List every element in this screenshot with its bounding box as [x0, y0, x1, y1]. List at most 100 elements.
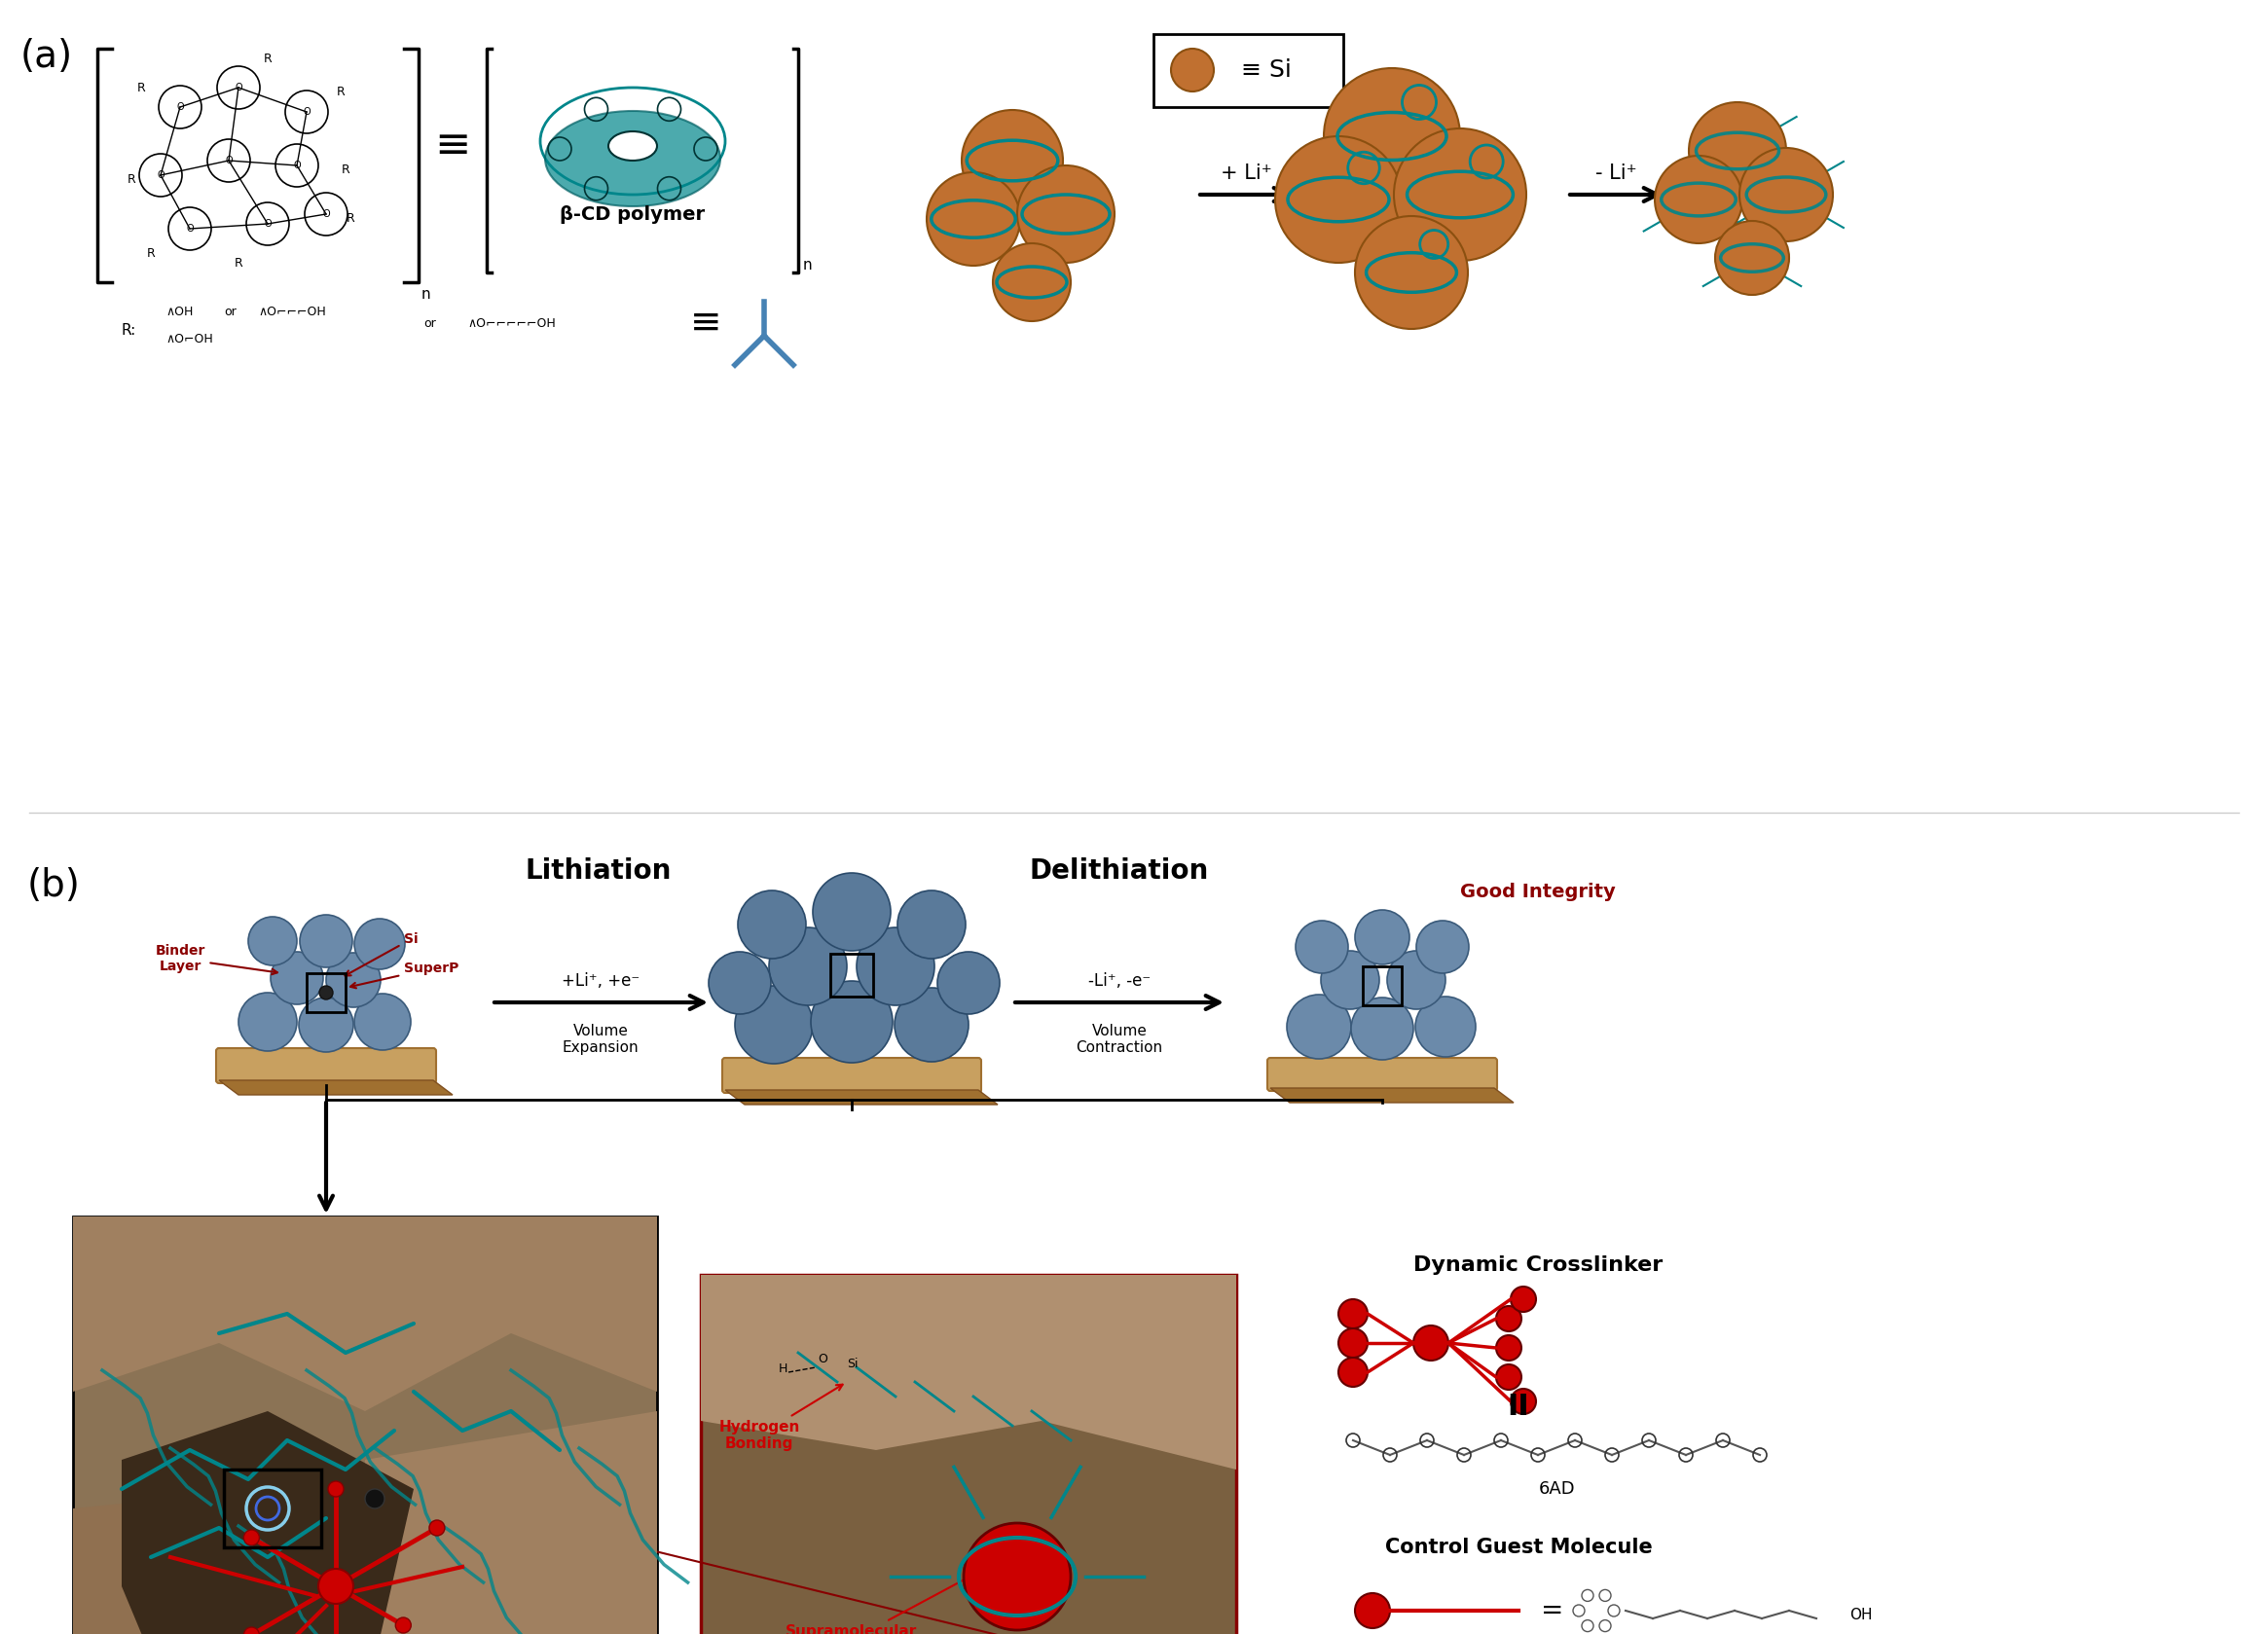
Polygon shape: [73, 1489, 268, 1634]
Text: ∧OH: ∧OH: [166, 306, 193, 317]
Circle shape: [1338, 1328, 1368, 1358]
Circle shape: [1325, 69, 1461, 204]
Circle shape: [1510, 1389, 1535, 1413]
Text: -Li⁺, -e⁻: -Li⁺, -e⁻: [1089, 972, 1150, 990]
Bar: [830, 954, 873, 997]
Circle shape: [395, 1618, 411, 1632]
Text: H: H: [778, 1363, 787, 1376]
Circle shape: [928, 172, 1021, 266]
Text: or: or: [225, 306, 236, 317]
Circle shape: [270, 951, 322, 1005]
Circle shape: [993, 243, 1070, 322]
Text: 6AD: 6AD: [1540, 1480, 1576, 1498]
Circle shape: [1690, 103, 1787, 199]
Circle shape: [962, 109, 1064, 211]
Circle shape: [1354, 910, 1408, 964]
Polygon shape: [365, 1412, 658, 1634]
Text: ∧O⌐OH: ∧O⌐OH: [166, 332, 213, 345]
Text: R: R: [147, 247, 154, 260]
Circle shape: [1170, 49, 1213, 92]
Circle shape: [857, 928, 934, 1005]
Circle shape: [247, 917, 297, 966]
Circle shape: [1352, 997, 1413, 1060]
Text: β-CD polymer: β-CD polymer: [560, 204, 705, 224]
Circle shape: [354, 918, 406, 969]
Text: OH: OH: [1848, 1608, 1873, 1623]
Circle shape: [1016, 165, 1114, 263]
Text: n: n: [803, 258, 812, 273]
Circle shape: [299, 915, 352, 967]
Circle shape: [1354, 216, 1467, 328]
Circle shape: [1295, 920, 1347, 974]
Circle shape: [898, 891, 966, 959]
Circle shape: [1415, 920, 1470, 974]
Bar: [701, 1275, 1236, 1634]
Text: Supramolecular
Crosslinking: Supramolecular Crosslinking: [787, 1569, 984, 1634]
Circle shape: [937, 951, 1000, 1015]
Text: R: R: [127, 173, 136, 186]
Text: O: O: [819, 1353, 828, 1366]
Text: or: or: [424, 317, 435, 330]
Text: Hydrogen
Bonding: Hydrogen Bonding: [719, 1384, 844, 1451]
Circle shape: [318, 1569, 354, 1605]
Circle shape: [769, 928, 846, 1005]
Circle shape: [1413, 1325, 1449, 1361]
Text: II: II: [1508, 1392, 1529, 1420]
FancyBboxPatch shape: [721, 1057, 982, 1093]
Text: ≡ Si: ≡ Si: [1241, 59, 1290, 82]
Circle shape: [1656, 155, 1742, 243]
Circle shape: [1497, 1364, 1522, 1391]
Text: R: R: [136, 82, 145, 93]
Bar: [306, 974, 345, 1011]
Circle shape: [894, 989, 968, 1062]
FancyBboxPatch shape: [215, 1047, 435, 1083]
Circle shape: [354, 993, 411, 1051]
Text: Binder
Layer: Binder Layer: [154, 944, 277, 974]
Text: O: O: [177, 103, 184, 111]
Text: O: O: [236, 83, 243, 93]
Circle shape: [1275, 136, 1402, 263]
Circle shape: [812, 873, 891, 951]
Text: R:: R:: [122, 324, 136, 338]
Text: (a): (a): [20, 38, 73, 75]
Circle shape: [1388, 951, 1445, 1010]
Circle shape: [243, 1529, 259, 1546]
Circle shape: [735, 985, 812, 1064]
Circle shape: [327, 953, 381, 1007]
Text: ∧O⌐⌐⌐OH: ∧O⌐⌐⌐OH: [259, 306, 327, 317]
Ellipse shape: [608, 131, 658, 160]
Circle shape: [1395, 129, 1526, 261]
Circle shape: [737, 891, 805, 959]
Text: ∧O⌐⌐⌐⌐⌐OH: ∧O⌐⌐⌐⌐⌐OH: [467, 317, 556, 330]
Circle shape: [1497, 1335, 1522, 1361]
Text: ≡: ≡: [435, 126, 472, 167]
Polygon shape: [73, 1216, 658, 1412]
Polygon shape: [220, 1080, 454, 1095]
FancyBboxPatch shape: [1268, 1057, 1497, 1092]
Circle shape: [1740, 149, 1833, 242]
Polygon shape: [122, 1412, 413, 1634]
Circle shape: [365, 1489, 386, 1508]
Polygon shape: [1270, 1088, 1513, 1103]
Circle shape: [329, 1480, 345, 1497]
Text: n: n: [422, 288, 431, 302]
Text: O: O: [186, 224, 193, 234]
Text: SuperP: SuperP: [349, 961, 458, 989]
Circle shape: [964, 1523, 1070, 1631]
Ellipse shape: [544, 111, 721, 206]
Text: + Li⁺: + Li⁺: [1220, 163, 1272, 183]
Text: O: O: [304, 108, 311, 116]
Circle shape: [429, 1520, 445, 1536]
Circle shape: [1354, 1593, 1390, 1627]
Text: ≡: ≡: [689, 304, 721, 342]
Circle shape: [1338, 1299, 1368, 1328]
Text: Si: Si: [345, 933, 417, 975]
Text: R: R: [347, 212, 354, 225]
Text: O: O: [293, 160, 302, 170]
Text: R: R: [263, 52, 272, 65]
Text: Delithiation: Delithiation: [1030, 858, 1209, 884]
Circle shape: [1497, 1306, 1522, 1332]
Polygon shape: [701, 1275, 1236, 1469]
Circle shape: [1286, 995, 1352, 1059]
Text: Lithiation: Lithiation: [526, 858, 671, 884]
